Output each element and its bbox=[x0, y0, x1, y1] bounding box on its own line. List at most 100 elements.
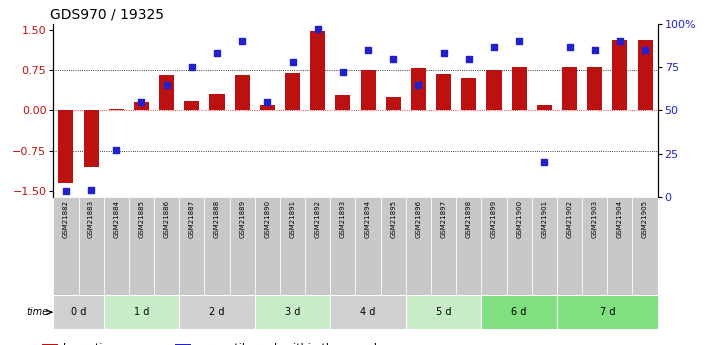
Text: GSM21891: GSM21891 bbox=[289, 200, 296, 238]
Bar bbox=[411, 68, 426, 110]
Bar bbox=[159, 75, 174, 110]
Bar bbox=[104, 295, 179, 329]
Text: GSM21887: GSM21887 bbox=[189, 200, 195, 238]
Text: GSM21883: GSM21883 bbox=[88, 200, 94, 238]
Point bbox=[186, 65, 198, 70]
Bar bbox=[461, 78, 476, 110]
Text: GSM21890: GSM21890 bbox=[264, 200, 270, 238]
Point bbox=[564, 44, 575, 49]
Text: GSM21899: GSM21899 bbox=[491, 200, 497, 238]
Point bbox=[85, 187, 97, 193]
Bar bbox=[506, 197, 532, 295]
Bar bbox=[129, 197, 154, 295]
Point bbox=[337, 70, 348, 75]
Point bbox=[237, 39, 248, 44]
Bar bbox=[331, 295, 406, 329]
Bar bbox=[406, 295, 481, 329]
Text: GSM21888: GSM21888 bbox=[214, 200, 220, 238]
Bar bbox=[255, 295, 331, 329]
Bar bbox=[58, 110, 73, 183]
Bar bbox=[532, 197, 557, 295]
Text: GSM21905: GSM21905 bbox=[642, 200, 648, 238]
Bar bbox=[84, 110, 99, 167]
Bar bbox=[406, 197, 431, 295]
Bar bbox=[562, 67, 577, 110]
Bar bbox=[179, 197, 205, 295]
Point bbox=[211, 51, 223, 56]
Text: GSM21894: GSM21894 bbox=[365, 200, 371, 238]
Bar bbox=[638, 40, 653, 110]
Text: percentile rank within the sample: percentile rank within the sample bbox=[196, 344, 383, 345]
Point bbox=[438, 51, 449, 56]
Bar bbox=[380, 197, 406, 295]
Bar bbox=[310, 31, 325, 110]
Text: GDS970 / 19325: GDS970 / 19325 bbox=[50, 8, 164, 22]
Text: 5 d: 5 d bbox=[436, 307, 451, 317]
Bar bbox=[431, 197, 456, 295]
Bar bbox=[537, 105, 552, 110]
Bar bbox=[481, 295, 557, 329]
Point bbox=[312, 27, 324, 32]
Point bbox=[161, 82, 172, 87]
Bar bbox=[486, 70, 501, 110]
Bar bbox=[633, 197, 658, 295]
Bar bbox=[557, 197, 582, 295]
Bar bbox=[305, 197, 331, 295]
Bar bbox=[481, 197, 506, 295]
Text: 0 d: 0 d bbox=[71, 307, 86, 317]
Bar bbox=[175, 344, 191, 345]
Bar bbox=[53, 295, 104, 329]
Text: GSM21882: GSM21882 bbox=[63, 200, 69, 238]
Bar bbox=[104, 197, 129, 295]
Text: GSM21896: GSM21896 bbox=[415, 200, 422, 238]
Text: GSM21903: GSM21903 bbox=[592, 200, 598, 238]
Text: GSM21902: GSM21902 bbox=[567, 200, 572, 238]
Text: log ratio: log ratio bbox=[63, 344, 109, 345]
Bar bbox=[184, 101, 199, 110]
Bar bbox=[205, 197, 230, 295]
Point bbox=[60, 189, 72, 194]
Text: 6 d: 6 d bbox=[511, 307, 527, 317]
Bar bbox=[436, 74, 451, 110]
Point bbox=[262, 99, 273, 105]
Bar bbox=[587, 67, 602, 110]
Text: GSM21897: GSM21897 bbox=[441, 200, 447, 238]
Text: GSM21893: GSM21893 bbox=[340, 200, 346, 238]
Text: GSM21885: GSM21885 bbox=[139, 200, 144, 238]
Text: GSM21900: GSM21900 bbox=[516, 200, 522, 238]
Point bbox=[387, 56, 399, 61]
Text: time: time bbox=[26, 307, 48, 317]
Bar bbox=[512, 67, 527, 110]
Point bbox=[287, 59, 298, 65]
Text: 1 d: 1 d bbox=[134, 307, 149, 317]
Point bbox=[413, 82, 424, 87]
Bar bbox=[134, 102, 149, 110]
Point bbox=[513, 39, 525, 44]
Bar bbox=[336, 95, 351, 110]
Text: 2 d: 2 d bbox=[209, 307, 225, 317]
Bar bbox=[154, 197, 179, 295]
Point bbox=[363, 47, 374, 53]
Text: GSM21901: GSM21901 bbox=[541, 200, 547, 238]
Text: 4 d: 4 d bbox=[360, 307, 376, 317]
Bar bbox=[280, 197, 305, 295]
Bar bbox=[235, 75, 250, 110]
Point bbox=[488, 44, 500, 49]
Bar bbox=[210, 94, 225, 110]
Text: GSM21889: GSM21889 bbox=[239, 200, 245, 238]
Bar bbox=[582, 197, 607, 295]
Text: GSM21886: GSM21886 bbox=[164, 200, 170, 238]
Text: 7 d: 7 d bbox=[599, 307, 615, 317]
Point bbox=[539, 159, 550, 165]
Bar bbox=[612, 40, 627, 110]
Text: 3 d: 3 d bbox=[285, 307, 300, 317]
Point bbox=[111, 147, 122, 153]
Bar bbox=[331, 197, 356, 295]
Bar bbox=[360, 70, 375, 110]
Bar bbox=[607, 197, 633, 295]
Point bbox=[463, 56, 474, 61]
Point bbox=[136, 99, 147, 105]
Bar bbox=[78, 197, 104, 295]
Bar bbox=[285, 73, 300, 110]
Bar bbox=[109, 109, 124, 110]
